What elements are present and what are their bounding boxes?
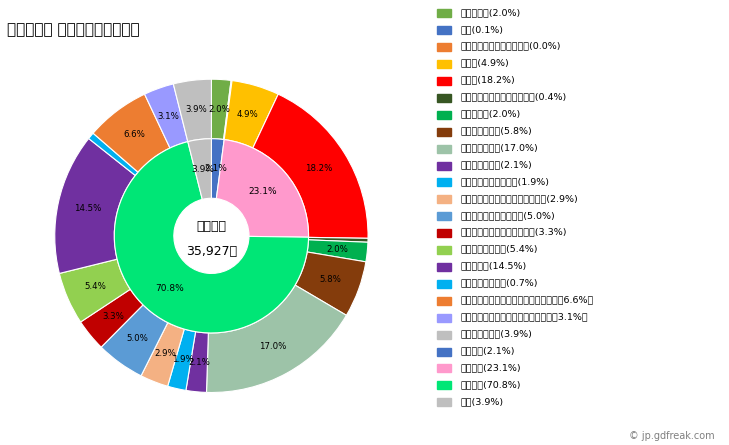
Wedge shape bbox=[141, 323, 184, 386]
Wedge shape bbox=[81, 289, 143, 347]
Text: 4.9%: 4.9% bbox=[236, 109, 258, 119]
Text: 電気・ガス・熱供給・水道業(0.4%): 電気・ガス・熱供給・水道業(0.4%) bbox=[461, 93, 567, 101]
Wedge shape bbox=[295, 252, 366, 316]
Wedge shape bbox=[217, 140, 308, 237]
Text: 情報通信業(2.0%): 情報通信業(2.0%) bbox=[461, 109, 521, 118]
Text: 3.9%: 3.9% bbox=[185, 105, 207, 114]
Text: サービス業（他に分類されないもの）（6.6%）: サービス業（他に分類されないもの）（6.6%） bbox=[461, 295, 594, 304]
Text: 公務（他に分類されるものを除く）（3.1%）: 公務（他に分類されるものを除く）（3.1%） bbox=[461, 312, 588, 321]
Text: ２０２０年 大和郡山市の就業者: ２０２０年 大和郡山市の就業者 bbox=[7, 22, 140, 37]
Text: 不動産業，物品賃貸業(1.9%): 不動産業，物品賃貸業(1.9%) bbox=[461, 177, 550, 186]
Wedge shape bbox=[101, 305, 168, 376]
Text: 3.9%: 3.9% bbox=[192, 165, 214, 174]
Text: 5.4%: 5.4% bbox=[85, 282, 106, 291]
Wedge shape bbox=[89, 133, 138, 175]
Text: 1.9%: 1.9% bbox=[173, 355, 194, 364]
Text: 農業，林業(2.0%): 農業，林業(2.0%) bbox=[461, 8, 521, 17]
Text: 6.6%: 6.6% bbox=[124, 130, 146, 139]
Text: 宿泊業，飲食サービス業(5.0%): 宿泊業，飲食サービス業(5.0%) bbox=[461, 211, 555, 220]
Text: 就業者数: 就業者数 bbox=[196, 220, 227, 233]
Text: 製造業(18.2%): 製造業(18.2%) bbox=[461, 76, 515, 85]
Wedge shape bbox=[188, 139, 211, 199]
Wedge shape bbox=[307, 240, 368, 262]
Text: 17.0%: 17.0% bbox=[259, 343, 286, 352]
Text: 2.1%: 2.1% bbox=[188, 358, 210, 367]
Text: 金融業，保険業(2.1%): 金融業，保険業(2.1%) bbox=[461, 160, 532, 169]
Text: 18.2%: 18.2% bbox=[305, 164, 332, 173]
Text: 卸売業，小売業(17.0%): 卸売業，小売業(17.0%) bbox=[461, 143, 539, 152]
Text: 2.0%: 2.0% bbox=[327, 244, 348, 254]
Text: 複合サービス事業(0.7%): 複合サービス事業(0.7%) bbox=[461, 279, 538, 287]
Wedge shape bbox=[224, 81, 232, 140]
Text: 三次産業(70.8%): 三次産業(70.8%) bbox=[461, 380, 521, 389]
Wedge shape bbox=[211, 79, 231, 139]
Wedge shape bbox=[144, 84, 188, 148]
Text: 5.8%: 5.8% bbox=[320, 275, 342, 284]
Wedge shape bbox=[174, 79, 211, 142]
Wedge shape bbox=[114, 142, 308, 333]
Text: 70.8%: 70.8% bbox=[155, 284, 184, 293]
Text: 医療，福祉(14.5%): 医療，福祉(14.5%) bbox=[461, 262, 527, 271]
Text: 2.9%: 2.9% bbox=[154, 349, 176, 358]
Text: 建設業(4.9%): 建設業(4.9%) bbox=[461, 59, 510, 68]
Text: 14.5%: 14.5% bbox=[74, 204, 101, 214]
Text: 3.1%: 3.1% bbox=[157, 112, 179, 121]
Wedge shape bbox=[225, 81, 278, 148]
Text: 5.0%: 5.0% bbox=[126, 334, 148, 344]
Text: 漁業(0.1%): 漁業(0.1%) bbox=[461, 25, 504, 34]
Wedge shape bbox=[253, 94, 368, 239]
Text: 鉱業，採石業，砂利採取業(0.0%): 鉱業，採石業，砂利採取業(0.0%) bbox=[461, 42, 561, 51]
Text: © jp.gdfreak.com: © jp.gdfreak.com bbox=[629, 431, 714, 441]
Text: 二次産業(23.1%): 二次産業(23.1%) bbox=[461, 363, 521, 372]
Text: 2.1%: 2.1% bbox=[204, 164, 227, 173]
Text: 35,927人: 35,927人 bbox=[186, 245, 237, 258]
Text: 運輸業，郵便業(5.8%): 運輸業，郵便業(5.8%) bbox=[461, 126, 532, 135]
Wedge shape bbox=[55, 138, 136, 273]
Wedge shape bbox=[211, 139, 225, 198]
Text: 教育，学習支援業(5.4%): 教育，学習支援業(5.4%) bbox=[461, 245, 538, 254]
Text: 不明(3.9%): 不明(3.9%) bbox=[461, 397, 504, 406]
Wedge shape bbox=[186, 332, 208, 392]
Wedge shape bbox=[308, 237, 368, 242]
Text: 分類不能の産業(3.9%): 分類不能の産業(3.9%) bbox=[461, 329, 533, 338]
Wedge shape bbox=[59, 259, 130, 322]
Wedge shape bbox=[168, 329, 195, 390]
Text: 一次産業(2.1%): 一次産業(2.1%) bbox=[461, 346, 515, 355]
Text: 生活関連サービス業，娯楽業(3.3%): 生活関連サービス業，娯楽業(3.3%) bbox=[461, 228, 567, 237]
Text: 23.1%: 23.1% bbox=[248, 187, 277, 196]
Text: 2.0%: 2.0% bbox=[208, 105, 230, 114]
Wedge shape bbox=[93, 94, 170, 172]
Wedge shape bbox=[206, 285, 346, 392]
Text: 3.3%: 3.3% bbox=[102, 312, 124, 321]
Wedge shape bbox=[225, 81, 232, 140]
Text: 学術研究，専門・技術サービス業(2.9%): 学術研究，専門・技術サービス業(2.9%) bbox=[461, 194, 579, 203]
